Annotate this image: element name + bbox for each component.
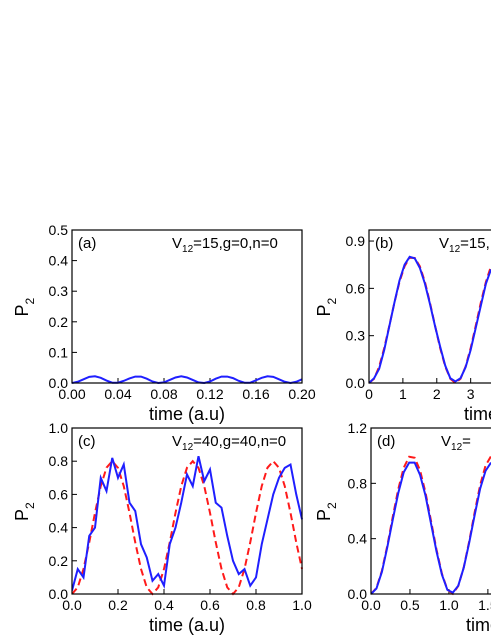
- y-axis-label-subscript: 2: [325, 297, 339, 304]
- y-tick-label: 0.9: [346, 233, 366, 249]
- x-tick-label: 0.0: [62, 597, 82, 613]
- series-line: [369, 255, 491, 384]
- y-tick-label: 0.2: [49, 314, 69, 330]
- x-axis-label: time (: [464, 404, 491, 424]
- y-tick-label: 1.0: [49, 420, 69, 436]
- series-line: [371, 461, 491, 595]
- y-tick-label: 0.6: [346, 280, 366, 296]
- panel-label: (d): [377, 433, 395, 450]
- x-tick-label: 0.04: [104, 386, 131, 402]
- annotation-subscript: 12: [451, 442, 463, 453]
- x-tick-label: 0.20: [288, 386, 315, 402]
- y-tick-label: 0.8: [49, 453, 69, 469]
- panel-label: (a): [78, 235, 96, 252]
- x-tick-label: 0.0: [361, 597, 381, 613]
- y-tick-label: 0.2: [49, 553, 69, 569]
- x-tick-label: 0.6: [200, 597, 220, 613]
- panel: 0.00 0.04 0.08 0.12 0.16 0.20 0.0 0.1 0.2 0.3 0.4 0…: [12, 222, 316, 424]
- annotation-subscript: 12: [182, 244, 194, 255]
- x-tick-label: 0.00: [58, 386, 85, 402]
- y-axis-label-subscript: 2: [325, 502, 339, 509]
- x-axis-label: time (: [466, 615, 491, 635]
- panel-label: (b): [375, 235, 393, 252]
- series-line: [72, 459, 303, 596]
- panel: 0.0 0.2 0.4 0.6 0.8 1.0 0.0 0.2 0.4 0.6 0.8 1.0 (c) V…: [12, 420, 312, 635]
- annotation: V: [439, 235, 449, 252]
- x-tick-label: 0.08: [150, 386, 177, 402]
- annotation: V: [172, 235, 182, 252]
- y-tick-label: 0.3: [49, 283, 69, 299]
- x-tick-label: 2: [433, 386, 441, 402]
- y-tick-label: 0.6: [49, 486, 69, 502]
- y-axis-label-main: P: [314, 304, 334, 316]
- x-tick-label: 0.12: [196, 386, 223, 402]
- x-tick-label: 3: [467, 386, 475, 402]
- x-tick-label: 0.4: [154, 597, 174, 613]
- x-axis-label: time (a.u): [149, 615, 225, 635]
- x-tick-label: 0.2: [108, 597, 128, 613]
- panel: 0.0 0.5 1.0 1.5 0.0 0.4 0.8 1.2 (d) V12= time ( P2: [314, 420, 491, 635]
- x-tick-label: 0: [365, 386, 373, 402]
- annotation: =: [462, 433, 471, 450]
- series-line: [72, 375, 303, 385]
- annotation: V: [172, 433, 182, 450]
- y-axis-label-subscript: 2: [23, 297, 37, 304]
- x-tick-label: 1: [399, 386, 407, 402]
- y-axis-label: P2: [314, 502, 339, 521]
- y-tick-label: 0.4: [348, 531, 368, 547]
- y-tick-label: 0.4: [49, 253, 69, 269]
- axes-frame: [368, 229, 491, 384]
- y-tick-label: 0.0: [49, 586, 69, 602]
- y-tick-label: 0.5: [49, 222, 69, 238]
- y-tick-label: 0.0: [348, 586, 368, 602]
- y-tick-label: 1.2: [348, 420, 368, 436]
- series-line: [72, 455, 303, 591]
- y-axis-label-main: P: [12, 509, 32, 521]
- annotation-subscript: 12: [182, 442, 194, 453]
- axes-frame: [71, 229, 303, 384]
- y-tick-label: 0.3: [346, 328, 366, 344]
- y-tick-label: 0.8: [348, 475, 368, 491]
- y-axis-label: P2: [314, 297, 339, 316]
- y-tick-label: 0.4: [49, 520, 69, 536]
- x-tick-label: 1.0: [439, 597, 459, 613]
- y-axis-label-main: P: [314, 509, 334, 521]
- x-tick-label: 0.16: [242, 386, 269, 402]
- x-tick-label: 0.8: [246, 597, 266, 613]
- annotation: V: [441, 433, 451, 450]
- y-axis-label: P2: [12, 297, 37, 316]
- panel-label: (c): [78, 433, 96, 450]
- annotation-subscript: 12: [449, 244, 461, 255]
- y-axis-label-subscript: 2: [23, 502, 37, 509]
- series-line: [369, 256, 491, 385]
- y-tick-label: 0.0: [49, 375, 69, 391]
- x-tick-label: 1.5: [478, 597, 491, 613]
- y-tick-label: 0.0: [346, 375, 366, 391]
- x-tick-label: 1.0: [292, 597, 312, 613]
- x-axis-label: time (a.u): [149, 404, 225, 424]
- annotation: =15,: [460, 235, 490, 252]
- annotation: =40,g=40,n=0: [193, 433, 286, 450]
- y-axis-label-main: P: [12, 304, 32, 316]
- axes-frame: [370, 427, 491, 595]
- annotation: =15,g=0,n=0: [193, 235, 278, 252]
- x-tick-label: 0.5: [400, 597, 420, 613]
- y-tick-label: 0.1: [49, 344, 69, 360]
- axes-frame: [71, 427, 303, 595]
- y-axis-label: P2: [12, 502, 37, 521]
